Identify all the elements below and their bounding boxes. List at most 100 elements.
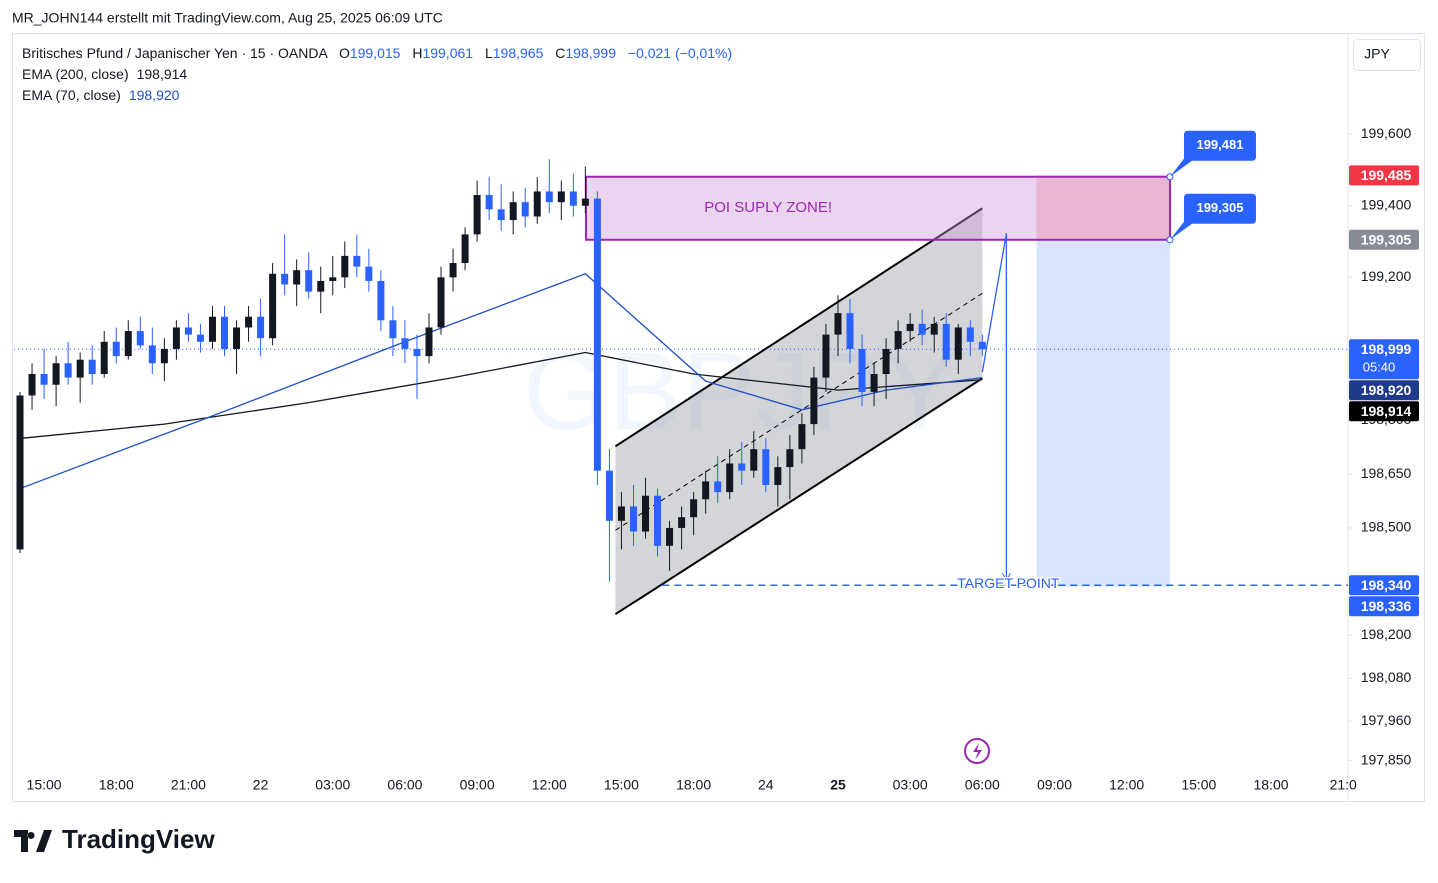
author-line: MR_JOHN144 erstellt mit TradingView.com,… bbox=[12, 10, 443, 26]
x-tick-label: 15:00 bbox=[604, 777, 639, 793]
ema-line bbox=[19, 273, 983, 490]
x-tick-label: 18:00 bbox=[99, 777, 134, 793]
candle-body bbox=[593, 198, 601, 471]
candle-body bbox=[846, 313, 854, 349]
candle-body bbox=[305, 270, 313, 292]
c-value: 198,999 bbox=[565, 45, 616, 61]
callout-box bbox=[1169, 193, 1256, 240]
candle-body bbox=[28, 374, 36, 396]
callout-label: 199,305 bbox=[1196, 200, 1243, 215]
candle-body bbox=[365, 266, 373, 281]
candle-body bbox=[738, 463, 746, 471]
candle-body bbox=[786, 449, 794, 468]
candle-body bbox=[353, 255, 361, 267]
candle-body bbox=[281, 273, 289, 285]
candle-body bbox=[401, 338, 409, 349]
candle-body bbox=[798, 424, 806, 450]
candle-body bbox=[834, 313, 842, 335]
price-badge-label: 198,920 bbox=[1361, 382, 1412, 398]
candle-body bbox=[906, 323, 914, 332]
candle-body bbox=[569, 191, 577, 206]
x-tick-label: 03:00 bbox=[893, 777, 928, 793]
candle-body bbox=[257, 316, 265, 339]
countdown: 05:40 bbox=[1363, 360, 1396, 375]
candle-body bbox=[629, 506, 637, 532]
candle-body bbox=[726, 463, 734, 493]
supply-zone bbox=[584, 175, 1171, 241]
candle-body bbox=[882, 348, 890, 375]
candle-body bbox=[702, 481, 710, 500]
candle-body bbox=[485, 195, 493, 210]
h-key: H bbox=[412, 45, 422, 61]
candle-body bbox=[666, 527, 674, 546]
legend-ema200: EMA (200, close) 198,914 bbox=[22, 66, 187, 82]
candle-body bbox=[918, 323, 926, 335]
x-tick-label: 22 bbox=[253, 777, 269, 793]
series-name: EMA (70, close) bbox=[22, 87, 121, 103]
candle-body bbox=[822, 334, 830, 378]
candle-body bbox=[617, 506, 625, 521]
frame bbox=[12, 33, 1425, 802]
candle-body bbox=[978, 341, 986, 350]
candle-body bbox=[389, 320, 397, 339]
price-badge-label: 198,340 bbox=[1361, 577, 1412, 593]
candle-body bbox=[317, 280, 325, 292]
x-tick-label: 21:00 bbox=[171, 777, 206, 793]
series-value: 198,920 bbox=[129, 87, 180, 103]
candle-body bbox=[64, 363, 72, 378]
price-badge-label: 198,914 bbox=[1361, 403, 1412, 419]
price-badge-label: 199,485 bbox=[1361, 167, 1412, 183]
price-badge bbox=[1349, 575, 1419, 596]
h-value: 199,061 bbox=[422, 45, 473, 61]
x-tick-label: 18:00 bbox=[676, 777, 711, 793]
candle-body bbox=[774, 467, 782, 485]
y-tick-label: 198,080 bbox=[1361, 669, 1412, 685]
candle-body bbox=[40, 374, 48, 385]
y-tick-label: 197,850 bbox=[1361, 751, 1412, 767]
callout-label: 199,481 bbox=[1196, 137, 1243, 152]
legend: Britisches Pfund / Japanischer Yen · 15 … bbox=[22, 45, 732, 61]
candle-body bbox=[533, 191, 541, 217]
candle-body bbox=[473, 195, 481, 235]
profit-zone bbox=[1036, 239, 1170, 587]
candle-body bbox=[413, 348, 421, 357]
change: −0,021 (−0,01%) bbox=[628, 45, 732, 61]
candle-body bbox=[461, 234, 469, 264]
logo: TradingView bbox=[14, 824, 215, 854]
y-tick-label: 197,960 bbox=[1361, 712, 1412, 728]
candle-body bbox=[930, 323, 938, 335]
channel-upper bbox=[614, 207, 983, 448]
candle-body bbox=[76, 359, 84, 378]
x-tick-label: 06:00 bbox=[387, 777, 422, 793]
x-tick-label: 03:00 bbox=[315, 777, 350, 793]
x-tick-label: 18:00 bbox=[1253, 777, 1288, 793]
candle-body bbox=[112, 341, 120, 357]
o-key: O bbox=[339, 45, 350, 61]
candle-body bbox=[690, 499, 698, 518]
candle-body bbox=[966, 327, 974, 342]
currency-button[interactable] bbox=[1353, 39, 1421, 71]
x-tick-label: 24 bbox=[758, 777, 774, 793]
candle-body bbox=[100, 341, 108, 375]
candle-body bbox=[942, 323, 950, 360]
symbol: Britisches Pfund / Japanischer Yen · 15 … bbox=[22, 45, 328, 61]
target-label: TARGET POINT bbox=[957, 575, 1060, 591]
candle-body bbox=[509, 202, 517, 221]
brand: TradingView bbox=[62, 824, 215, 854]
x-tick-label: 06:00 bbox=[965, 777, 1000, 793]
candle-body bbox=[233, 327, 241, 349]
candle-body bbox=[136, 331, 144, 346]
candle-body bbox=[172, 327, 180, 349]
y-tick-label: 199,400 bbox=[1361, 196, 1412, 212]
candle-body bbox=[196, 334, 204, 342]
candle-body bbox=[437, 277, 445, 328]
currency-label: JPY bbox=[1364, 46, 1390, 62]
plot: POI SUPLY ZONE! bbox=[14, 159, 1348, 616]
candle-body bbox=[810, 377, 818, 425]
event-icon[interactable] bbox=[964, 738, 990, 764]
x-tick-label: 12:00 bbox=[532, 777, 567, 793]
projection bbox=[981, 233, 1008, 581]
candle-body bbox=[497, 209, 505, 221]
candle-body bbox=[329, 277, 337, 281]
price-badge bbox=[1349, 596, 1419, 617]
